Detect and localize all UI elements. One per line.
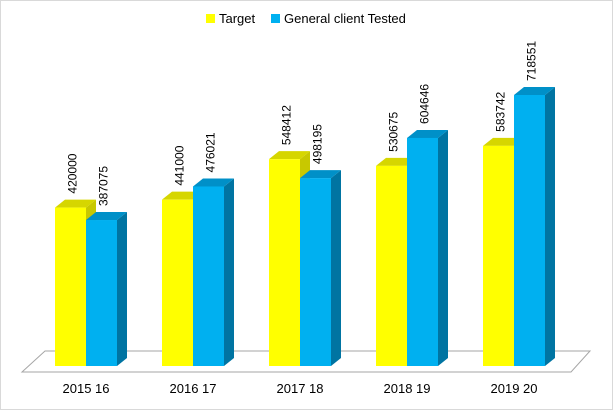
data-label: 476021	[204, 132, 218, 172]
legend-item-target: Target	[206, 11, 256, 26]
x-tick-label: 2016 17	[170, 381, 217, 396]
legend-swatch	[271, 14, 280, 23]
data-label: 583742	[494, 91, 508, 131]
bar-tested-2	[300, 170, 341, 366]
data-label: 387075	[97, 166, 111, 206]
x-tick-label: 2017 18	[277, 381, 324, 396]
data-label: 441000	[173, 145, 187, 185]
legend-swatch	[206, 14, 215, 23]
data-label: 498195	[311, 124, 325, 164]
bar-tested-1	[193, 178, 234, 366]
data-label: 548412	[280, 105, 294, 145]
bar-tested-3	[407, 129, 448, 366]
legend-item-tested: General client Tested	[271, 11, 406, 26]
bar-tested-0	[86, 212, 127, 366]
bar-tested-4	[514, 87, 555, 366]
x-tick-label: 2019 20	[491, 381, 538, 396]
data-label: 604646	[418, 84, 432, 124]
data-label: 530675	[387, 111, 401, 151]
legend-label: Target	[219, 11, 256, 26]
legend-label: General client Tested	[284, 11, 406, 26]
data-label: 718551	[525, 41, 539, 81]
x-tick-label: 2015 16	[63, 381, 110, 396]
x-tick-label: 2018 19	[384, 381, 431, 396]
data-label: 420000	[66, 153, 80, 193]
